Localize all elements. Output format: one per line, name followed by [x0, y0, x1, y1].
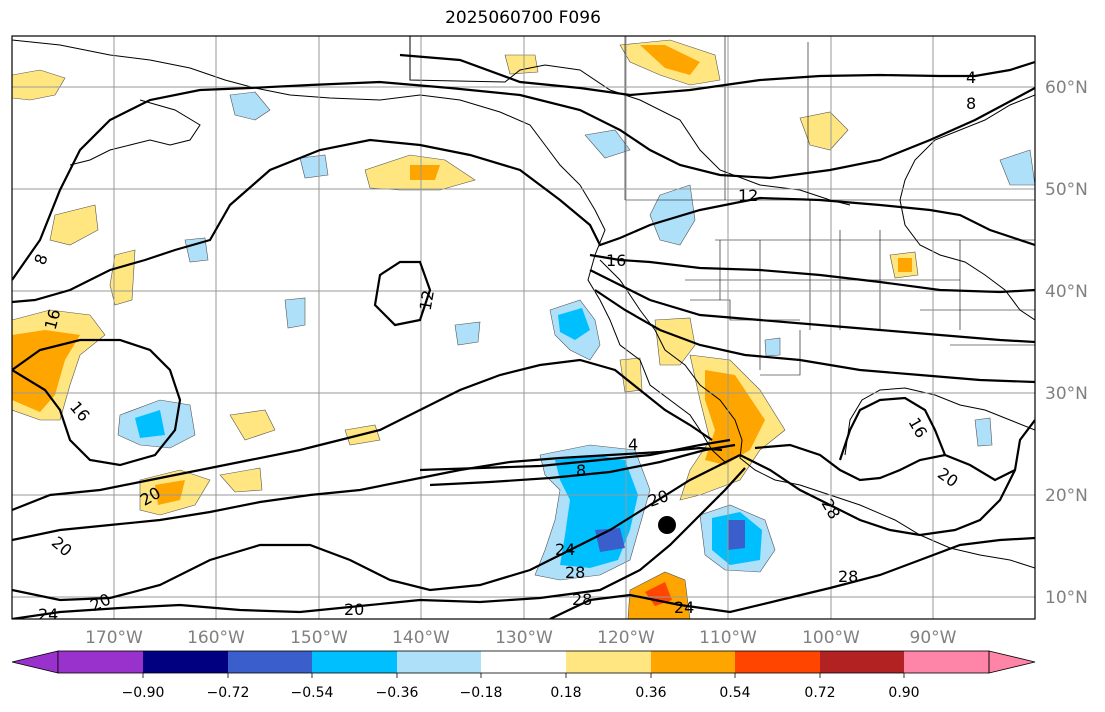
contour-label: 4 — [628, 435, 638, 454]
shade-warm-core — [410, 165, 440, 180]
colorbar-segment — [143, 651, 228, 673]
colorbar-segment — [397, 651, 481, 673]
longitude-labels: 170°W 160°W 150°W 140°W 130°W 120°W 110°… — [85, 628, 957, 648]
colorbar-segment — [651, 651, 735, 673]
shade-warm — [49, 204, 99, 246]
colorbar-extend-high — [988, 650, 1036, 674]
coastline-path — [599, 259, 1035, 569]
colorbar-frame — [57, 650, 990, 674]
contour-label: 24 — [38, 605, 58, 624]
contour-lines — [12, 53, 1035, 619]
colorbar-tick-label: −0.72 — [207, 685, 250, 701]
shade-cool — [584, 129, 631, 159]
graticule — [12, 36, 1035, 619]
colorbar-tick-label: −0.36 — [376, 685, 419, 701]
contour-label: 4 — [966, 68, 976, 87]
colorbar-segment — [735, 651, 820, 673]
shade-cool — [229, 91, 271, 121]
colorbar-tick-label: −0.90 — [122, 685, 165, 701]
colorbar-tick-label: 0.72 — [804, 685, 835, 701]
contour-label: 24 — [674, 598, 694, 617]
lat-label: 10°N — [1045, 588, 1088, 608]
shade-warm — [12, 69, 66, 101]
contour-label: 28 — [838, 567, 858, 586]
lon-label: 120°W — [597, 628, 655, 648]
shade-warm — [654, 317, 696, 366]
coastlines — [12, 36, 1035, 569]
lat-label: 30°N — [1045, 384, 1088, 404]
lon-label: 130°W — [495, 628, 553, 648]
colorbar-ticks — [142, 673, 905, 678]
contour-label: 28 — [572, 590, 592, 609]
colorbar-segment — [566, 651, 651, 673]
lon-label: 160°W — [187, 628, 245, 648]
colorbar-tick-label: −0.18 — [460, 685, 503, 701]
shade-warm — [504, 54, 539, 75]
shade-warm — [219, 467, 263, 493]
coastline-path — [69, 99, 201, 166]
contour-label: 24 — [555, 540, 575, 559]
contour-label: 8 — [576, 461, 586, 480]
lon-label: 100°W — [802, 628, 860, 648]
contour-label: 12 — [738, 186, 758, 205]
lon-label: 150°W — [290, 628, 348, 648]
shade-cool — [764, 337, 781, 357]
colorbar-tick-labels: −0.90 −0.72 −0.54 −0.36 −0.18 0.18 0.36 … — [122, 685, 920, 701]
colorbar-tick-label: 0.36 — [635, 685, 666, 701]
map-title: 2025060700 F096 — [445, 8, 601, 28]
colorbar-extend-low — [11, 650, 59, 674]
latitude-labels: 60°N 50°N 40°N 30°N 20°N 10°N — [1045, 78, 1088, 608]
colorbar-segment — [904, 651, 989, 673]
lon-label: 110°W — [699, 628, 757, 648]
colorbar-segment — [481, 651, 566, 673]
shade-cool-core — [135, 410, 165, 438]
contour-label: 8 — [966, 94, 976, 113]
coastline-path — [12, 39, 726, 463]
lat-label: 60°N — [1045, 78, 1088, 98]
colorbar-tick-label: −0.54 — [291, 685, 334, 701]
storm-center-marker — [658, 516, 676, 534]
colorbar-segment — [228, 651, 312, 673]
contour-label: 20 — [344, 600, 364, 619]
colorbar-tick-label: 0.18 — [550, 685, 581, 701]
shade-cool — [184, 237, 209, 263]
state-borders — [624, 36, 1035, 376]
lat-label: 40°N — [1045, 282, 1088, 302]
shade-warm-core — [12, 330, 80, 412]
contour-label: 12 — [416, 289, 438, 312]
shade-cool — [999, 149, 1035, 186]
colorbar-tick-label: 0.54 — [719, 685, 750, 701]
map-frame — [11, 35, 1036, 620]
contour-label: 28 — [565, 563, 585, 582]
colorbar-segment — [58, 651, 143, 673]
colorbar-tick-label: 0.90 — [888, 685, 919, 701]
coastline-path — [899, 94, 1035, 321]
lat-label: 50°N — [1045, 180, 1088, 200]
shade-cool — [284, 297, 306, 329]
colorbar: −0.90 −0.72 −0.54 −0.36 −0.18 0.18 0.36 … — [11, 650, 1036, 701]
shade-warm — [229, 409, 276, 441]
coastline-path — [844, 387, 1035, 456]
contour-label: 16 — [41, 307, 65, 332]
shade-warm-core — [898, 258, 912, 272]
shade-cool-core — [558, 308, 590, 340]
shade-warm-core — [155, 480, 185, 505]
lon-label: 90°W — [910, 628, 957, 648]
colorbar-segment — [820, 651, 904, 673]
shade-warm — [799, 111, 849, 151]
colorbar-segment — [312, 651, 397, 673]
shade-cool — [454, 321, 481, 346]
shade-cool — [974, 417, 993, 447]
shade-cold — [728, 520, 745, 550]
lon-label: 170°W — [85, 628, 143, 648]
shade-warm-core — [640, 45, 700, 75]
lon-label: 140°W — [392, 628, 450, 648]
shade-cool — [299, 154, 329, 179]
lat-label: 20°N — [1045, 486, 1088, 506]
shade-cold — [595, 528, 625, 552]
contour-label: 16 — [606, 251, 626, 270]
